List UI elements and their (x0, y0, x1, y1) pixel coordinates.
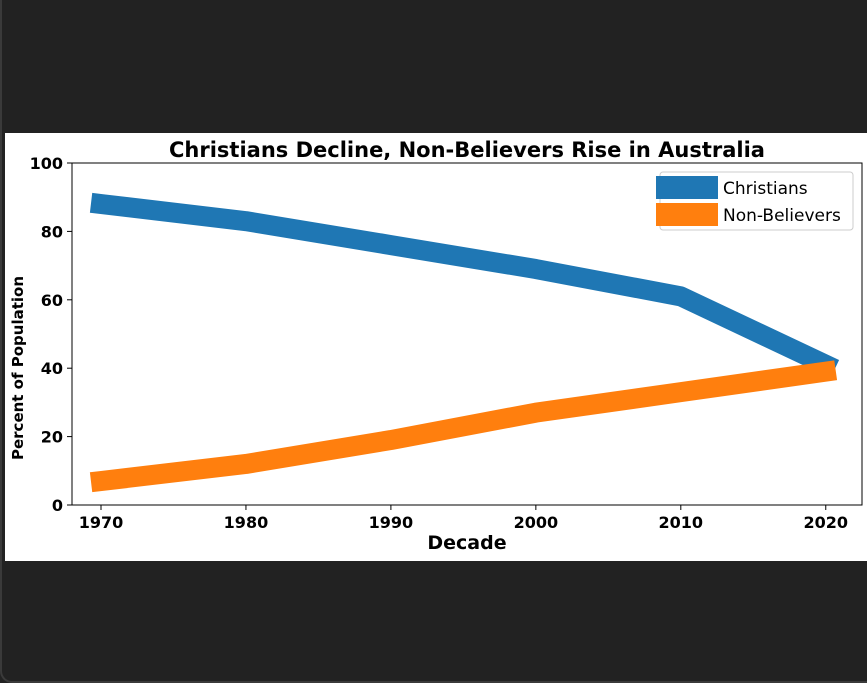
chart-svg: Christians Decline, Non-Believers Rise i… (9, 138, 863, 554)
x-tick-label: 1970 (79, 513, 124, 532)
legend: Christians Non-Believers (656, 171, 854, 231)
y-tick-label: 100 (30, 154, 63, 173)
legend-label-non-believers: Non-Believers (723, 206, 841, 226)
legend-swatch-christians (656, 176, 718, 199)
legend-swatch-non-believers (656, 203, 718, 226)
series-line-non-believers (89, 360, 838, 493)
x-tick-label: 2020 (803, 513, 848, 532)
y-tick-label: 60 (41, 291, 63, 310)
x-axis-title: Decade (427, 532, 506, 554)
y-tick-label: 80 (41, 222, 63, 241)
legend-label-christians: Christians (723, 179, 808, 199)
y-axis-title: Percent of Population (9, 276, 27, 460)
y-tick-label: 40 (41, 359, 63, 378)
plot-frame (71, 162, 863, 506)
y-tick-label: 20 (41, 428, 63, 447)
x-tick-label: 1990 (369, 513, 414, 532)
chart-title: Christians Decline, Non-Believers Rise i… (169, 138, 765, 162)
y-tick-label: 0 (52, 496, 63, 515)
x-tick-label: 1980 (224, 513, 269, 532)
series-line-christians (89, 192, 840, 379)
x-tick-label: 2010 (659, 513, 704, 532)
chart-panel: Christians Decline, Non-Believers Rise i… (5, 133, 867, 561)
x-tick-label: 2000 (514, 513, 559, 532)
